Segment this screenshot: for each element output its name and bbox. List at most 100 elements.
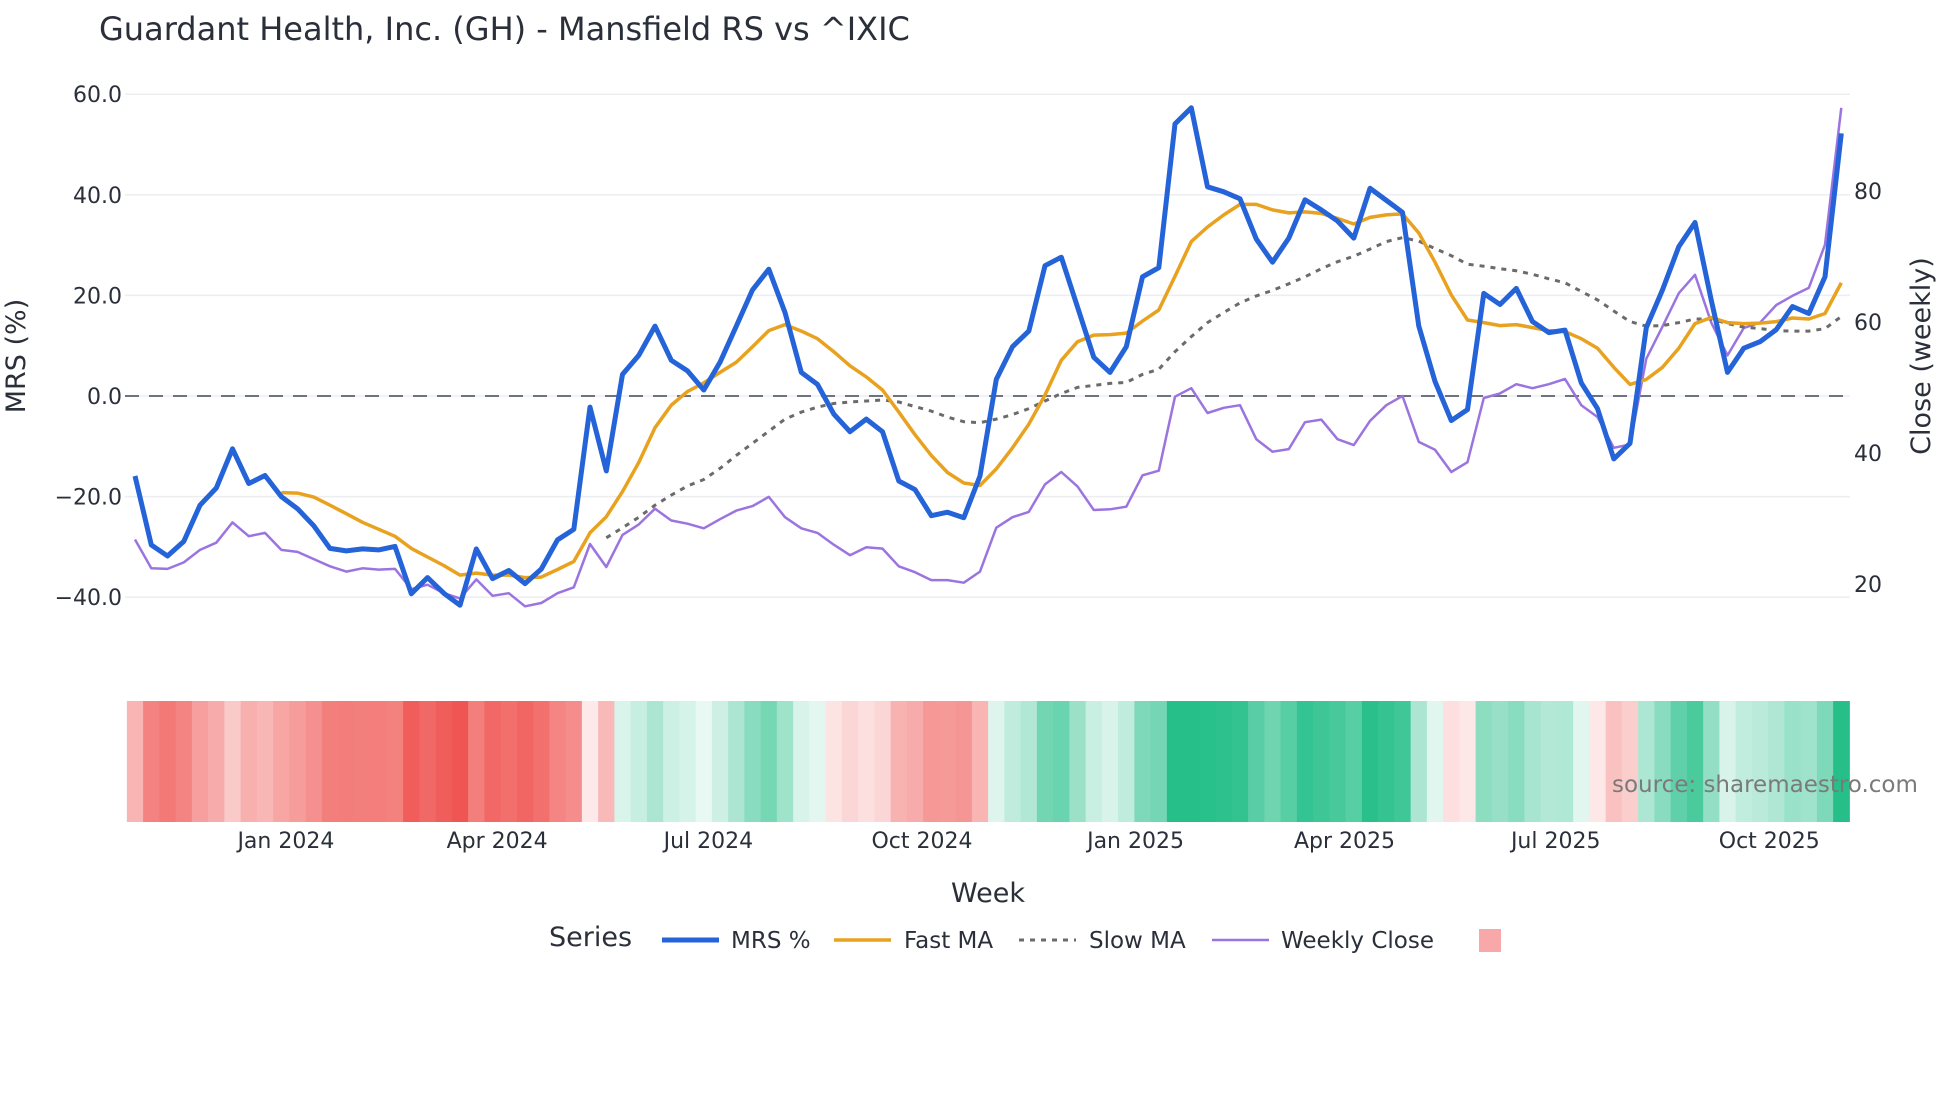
heatmap-cell [971,701,989,822]
heatmap-cell [1101,701,1119,822]
heatmap-cell [273,701,290,822]
heatmap-cell [370,701,388,822]
heatmap-cell [1020,701,1038,822]
heatmap-cell [1638,701,1655,822]
y2-tick-label: 20 [1854,573,1882,598]
heatmap-cell [1053,701,1070,822]
heatmap-cell [1280,701,1298,822]
heatmap-cell [955,701,973,822]
heatmap-cell [338,701,355,822]
x-axis-title: Week [951,878,1025,909]
x-tick-label: Oct 2025 [1719,829,1820,854]
heatmap-cell [1589,701,1607,822]
heatmap-cell [1248,701,1265,822]
heatmap-cell [1719,701,1737,822]
x-tick-label: Apr 2025 [1294,829,1395,854]
heatmap-cell [224,701,242,822]
heatmap-cell [1036,701,1054,822]
heatmap-cell [289,701,307,822]
heatmap-cell [1459,701,1477,822]
legend-item-weekly-close[interactable]: Weekly Close [1212,928,1434,954]
legend-item-fast-ma[interactable]: Fast MA [834,928,993,954]
heatmap-cell [1426,701,1444,822]
heatmap-cell [1183,701,1200,822]
x-tick-label: Jan 2024 [235,829,334,854]
heatmap-cell [1378,701,1395,822]
heatmap-cell [1264,701,1282,822]
y-tick-label: 20.0 [73,284,122,309]
legend-item-mrs[interactable]: MRS % [662,928,811,954]
heatmap-cell [711,701,729,822]
heatmap-cell [630,701,648,822]
y2-tick-label: 80 [1854,180,1882,205]
heatmap-cell [354,701,372,822]
heatmap-cell [1508,701,1525,822]
heatmap-cell [1491,701,1509,822]
x-tick-label: Jul 2025 [1509,829,1601,854]
heatmap-cell [1150,701,1168,822]
y-axis-title: MRS (%) [1,299,32,414]
y-tick-label: −40.0 [55,586,122,611]
gridlines [125,93,1850,598]
heatmap-cell [1345,701,1363,822]
heatmap-cell [695,701,713,822]
heatmap-cell [126,701,144,822]
heatmap-cell [988,701,1005,822]
heatmap-cell [906,701,924,822]
heatmap-cell [468,701,485,822]
heatmap-cell [1800,701,1818,822]
heatmap-cell [776,701,794,822]
left-axis-ticks: 60.0 40.0 20.0 0.0 −20.0 −40.0 [55,83,122,611]
legend: Series MRS % Fast MA Slow MA Weekly Clos… [549,922,1501,954]
heatmap-cell [143,701,160,822]
legend-title: Series [549,922,632,953]
heatmap-cell [419,701,437,822]
heatmap-cell [565,701,583,822]
y-tick-label: −20.0 [55,486,122,511]
heatmap-cell [1605,701,1623,822]
heatmap-cell [890,701,908,822]
heatmap-cell [1670,701,1688,822]
y-tick-label: 40.0 [73,184,122,209]
heatmap-cell [1784,701,1802,822]
y-tick-label: 60.0 [73,83,122,108]
heatmap-cell [1361,701,1379,822]
heatmap-cell [1215,701,1233,822]
legend-label-mrs: MRS % [731,928,811,954]
heatmap-cell [1313,701,1330,822]
heatmap-cell [1231,701,1249,822]
heatmap-cell [240,701,258,822]
legend-item-heatmap[interactable] [1479,929,1501,952]
heatmap-cell [679,701,697,822]
heatmap-cell [256,701,274,822]
series-lines [132,105,1844,608]
heatmap-cell [1004,701,1022,822]
heatmap-cell [663,701,680,822]
heatmap-cell [1751,701,1769,822]
heatmap-cell [841,701,859,822]
heatmap-cell [1199,701,1217,822]
right-axis-ticks: 80 60 40 20 [1854,180,1882,598]
heatmap-strip [126,701,1850,822]
x-tick-label: Oct 2024 [871,829,972,854]
legend-item-slow-ma[interactable]: Slow MA [1019,928,1186,954]
chart-title: Guardant Health, Inc. (GH) - Mansfield R… [99,10,910,48]
heatmap-cell [208,701,225,822]
heatmap-cell [159,701,177,822]
heatmap-cell [1085,701,1103,822]
heatmap-cell [923,701,940,822]
heatmap-cell [1833,701,1850,822]
heatmap-cell [598,701,615,822]
heatmap-cell [549,701,567,822]
heatmap-cell [1654,701,1672,822]
heatmap-cell [175,701,193,822]
heatmap-cell [1394,701,1412,822]
y2-tick-label: 60 [1854,311,1882,336]
heatmap-cell [760,701,778,822]
heatmap-cell [1816,701,1834,822]
heatmap-cell [1621,701,1639,822]
heatmap-cell [728,701,745,822]
heatmap-cell [191,701,209,822]
heatmap-cell [581,701,599,822]
